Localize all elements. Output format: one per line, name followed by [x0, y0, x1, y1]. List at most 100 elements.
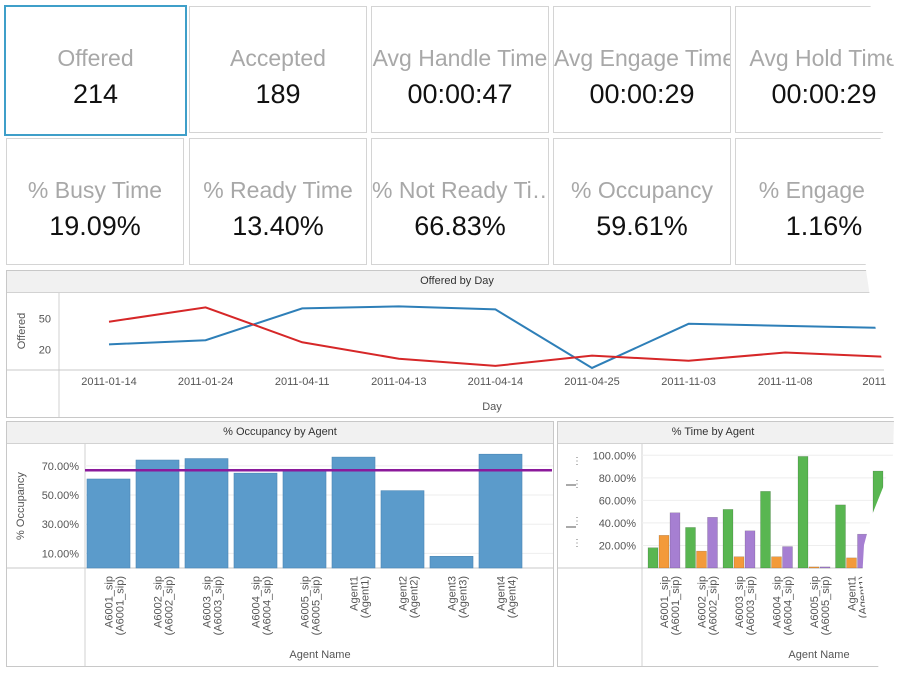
bar: [782, 546, 793, 569]
axis-marker-dots: ⋮: [572, 538, 582, 549]
y-tick-label: 100.00%: [593, 450, 637, 462]
kpi-label: % Engage Ti: [758, 177, 890, 203]
bar: [135, 459, 180, 569]
x-tick-label: Agent4(Agent4): [496, 576, 519, 618]
bar: [233, 472, 278, 569]
y-tick-label: 50: [39, 314, 51, 326]
panel-title: Offered by Day: [7, 271, 895, 293]
bar: [331, 456, 376, 569]
bar: [696, 550, 707, 569]
y-tick-label: 30.00%: [42, 519, 80, 531]
panel-title: % Time by Agent: [558, 422, 895, 444]
x-tick-label: 2011-11-03: [661, 376, 716, 388]
bar: [86, 478, 131, 569]
x-tick-label: A6005_sip(A6005_sip): [300, 576, 323, 635]
x-tick-label: Agent1(Agent1): [349, 576, 372, 618]
bar: [282, 469, 327, 569]
kpi-avg-hold-time[interactable]: Avg Hold Time 00:00:29: [735, 6, 899, 133]
y-axis-title: % Occupancy: [15, 472, 27, 540]
kpi-avg-engage-time[interactable]: Avg Engage Time 00:00:29: [553, 6, 731, 133]
kpi-value: 00:00:29: [771, 79, 877, 109]
x-tick-label: 2011-01-14: [81, 376, 136, 388]
bar: [707, 517, 718, 569]
axis-marker-dots: ⋮: [572, 516, 582, 527]
time-by-agent-chart[interactable]: 20.00% 40.00% 60.00% 80.00% 100.00% ⋮ ⋮ ⋮ ⋮ A6001…: [558, 444, 900, 666]
bar: [808, 566, 820, 569]
axis-marker-dots: ⋮: [572, 456, 582, 467]
kpi-value: 19.09%: [49, 211, 141, 241]
panel-title: % Occupancy by Agent: [7, 422, 553, 444]
kpi-value: 13.40%: [232, 211, 324, 241]
kpi-busy-time[interactable]: % Busy Time 19.09%: [6, 138, 184, 265]
bar: [184, 458, 229, 569]
y-tick-label: 80.00%: [599, 473, 637, 485]
kpi-label: % Ready Time: [203, 177, 353, 203]
x-tick-label: 2011-04-13: [371, 376, 426, 388]
kpi-not-ready-time[interactable]: % Not Ready Ti… 66.83%: [371, 138, 549, 265]
x-tick-label: A6005_sip(A6005_sip): [809, 576, 832, 635]
kpi-label: % Not Ready Ti…: [372, 177, 549, 203]
x-axis-title: Agent Name: [289, 649, 350, 661]
bar: [857, 533, 868, 569]
kpi-value: 00:00:47: [407, 79, 513, 109]
time-by-agent-panel: % Time by Agent 20.00% 40.00% 60.00% 80.00%…: [557, 421, 900, 667]
x-tick-label: A6003_sip(A6003_sip): [202, 576, 225, 635]
y-tick-label: 50.00%: [42, 490, 80, 502]
x-tick-label: 2011-11: [862, 376, 900, 388]
y-tick-label: 20.00%: [599, 540, 637, 552]
x-tick-label: Agent3(Agent3): [447, 576, 470, 618]
x-tick-label: A6004_sip(A6004_sip): [772, 576, 795, 635]
y-tick-label: 10.00%: [42, 548, 80, 560]
kpi-label: Offered: [57, 45, 134, 71]
bar: [658, 535, 670, 569]
x-tick-label: 2011-01-24: [178, 376, 233, 388]
axis-marker-dots: ⋮: [572, 479, 582, 490]
bar: [647, 547, 659, 569]
x-tick-label: A6004_sip(A6004_sip): [251, 576, 274, 635]
kpi-value: 214: [72, 79, 119, 109]
kpi-accepted[interactable]: Accepted 189: [189, 6, 367, 133]
x-tick-label: A6003_sip(A6003_sip): [734, 576, 757, 635]
bar: [797, 456, 809, 569]
kpi-value: 66.83%: [414, 211, 506, 241]
series-line: [108, 306, 882, 367]
bar: [478, 453, 523, 569]
bar: [380, 490, 425, 569]
x-tick-label: A6002_sip(A6002_sip): [153, 576, 176, 635]
x-tick-label: 2011-04-11: [275, 376, 330, 388]
kpi-label: Avg Hold Time: [749, 45, 899, 71]
kpi-label: Accepted: [230, 45, 326, 71]
kpi-occupancy[interactable]: % Occupancy 59.61%: [553, 138, 731, 265]
kpi-engage-time[interactable]: % Engage Ti 1.16%: [735, 138, 895, 265]
occupancy-by-agent-panel: % Occupancy by Agent 10.00% 30.00% 50.00% 7…: [6, 421, 554, 667]
bar: [429, 556, 474, 569]
x-tick-label: A6001_sip(A6001_sip): [104, 576, 127, 635]
x-tick-label: Agent2: [884, 576, 896, 611]
y-axis-title: Offered: [16, 313, 28, 350]
x-tick-label: A6001_sip(A6001_sip): [659, 576, 682, 635]
bar: [872, 470, 884, 569]
bar: [819, 566, 831, 569]
bar: [744, 530, 756, 569]
kpi-ready-time[interactable]: % Ready Time 13.40%: [189, 138, 367, 265]
bar: [733, 556, 745, 569]
kpi-offered[interactable]: Offered 214: [4, 5, 187, 136]
kpi-avg-handle-time[interactable]: Avg Handle Time 00:00:47: [371, 6, 549, 133]
kpi-label: % Occupancy: [571, 177, 713, 203]
bar: [722, 509, 734, 569]
kpi-value: 00:00:29: [589, 79, 695, 109]
offered-by-day-chart[interactable]: 20 50 Offered 2011-01-14 2011-01-24 2011-04-1…: [7, 293, 900, 417]
kpi-label: % Busy Time: [27, 177, 163, 203]
offered-by-day-panel: Offered by Day 20 50 Offered 2011-01-14 2011…: [6, 270, 900, 418]
x-tick-label: 2011-11-08: [758, 376, 813, 388]
occupancy-by-agent-chart[interactable]: 10.00% 30.00% 50.00% 70.00% % Occupancy A6001…: [7, 444, 553, 666]
y-tick-label: 60.00%: [599, 495, 637, 507]
bar: [669, 512, 681, 569]
x-tick-label: 2011-04-25: [564, 376, 619, 388]
y-tick-label: 40.00%: [599, 518, 637, 530]
x-tick-label: A6002_sip(A6002_sip): [697, 576, 720, 635]
bar: [835, 504, 846, 569]
x-tick-label: 2011-04-14: [468, 376, 523, 388]
series-line: [108, 305, 882, 370]
